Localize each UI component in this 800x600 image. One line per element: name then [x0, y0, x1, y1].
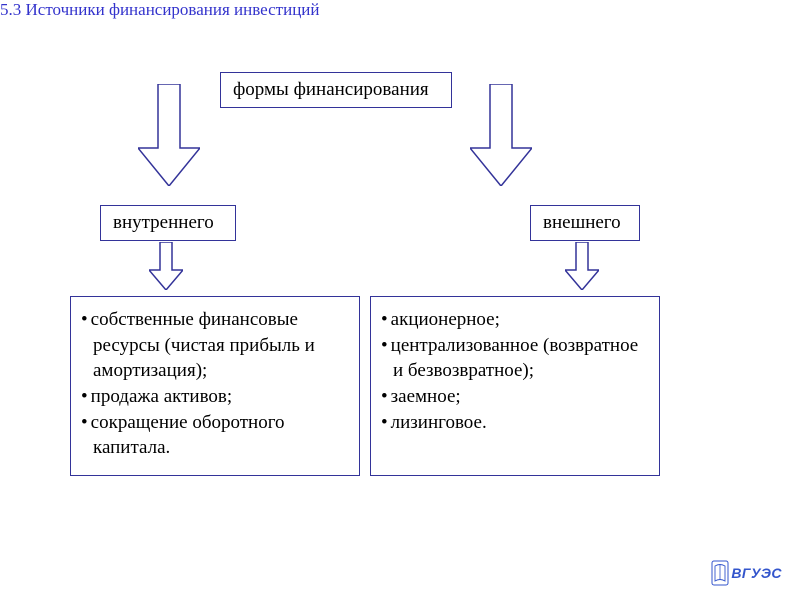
arrow-to-right: [470, 84, 532, 186]
right-list: акционерное; централизованное (возвратно…: [379, 307, 651, 435]
list-item: заемное;: [379, 384, 651, 410]
list-item: продажа активов;: [79, 384, 351, 410]
list-item: собственные финансовые ресурсы (чистая п…: [79, 307, 351, 384]
list-item: лизинговое.: [379, 410, 651, 436]
left-label-box: внутреннего: [100, 205, 236, 241]
top-box-label: формы финансирования: [233, 79, 429, 100]
list-item: акционерное;: [379, 307, 651, 333]
left-label-text: внутреннего: [113, 212, 214, 233]
arrow-right-small: [565, 242, 599, 290]
logo: ВГУЭС: [711, 560, 782, 586]
arrow-shape: [565, 242, 599, 290]
right-label-text: внешнего: [543, 212, 621, 233]
left-list-box: собственные финансовые ресурсы (чистая п…: [70, 296, 360, 476]
arrow-to-left: [138, 84, 200, 186]
arrow-left-small: [149, 242, 183, 290]
arrow-shape: [138, 84, 200, 186]
section-heading: 5.3 Источники финансирования инвестиций: [0, 0, 320, 20]
arrow-shape: [149, 242, 183, 290]
list-item: централизованное (возвратное и безвозвра…: [379, 333, 651, 384]
logo-text: ВГУЭС: [731, 565, 782, 581]
top-box: формы финансирования: [220, 72, 452, 108]
left-list: собственные финансовые ресурсы (чистая п…: [79, 307, 351, 461]
arrow-shape: [470, 84, 532, 186]
list-item: сокращение оборотного капитала.: [79, 410, 351, 461]
right-list-box: акционерное; централизованное (возвратно…: [370, 296, 660, 476]
logo-emblem-icon: [711, 560, 729, 586]
right-label-box: внешнего: [530, 205, 640, 241]
